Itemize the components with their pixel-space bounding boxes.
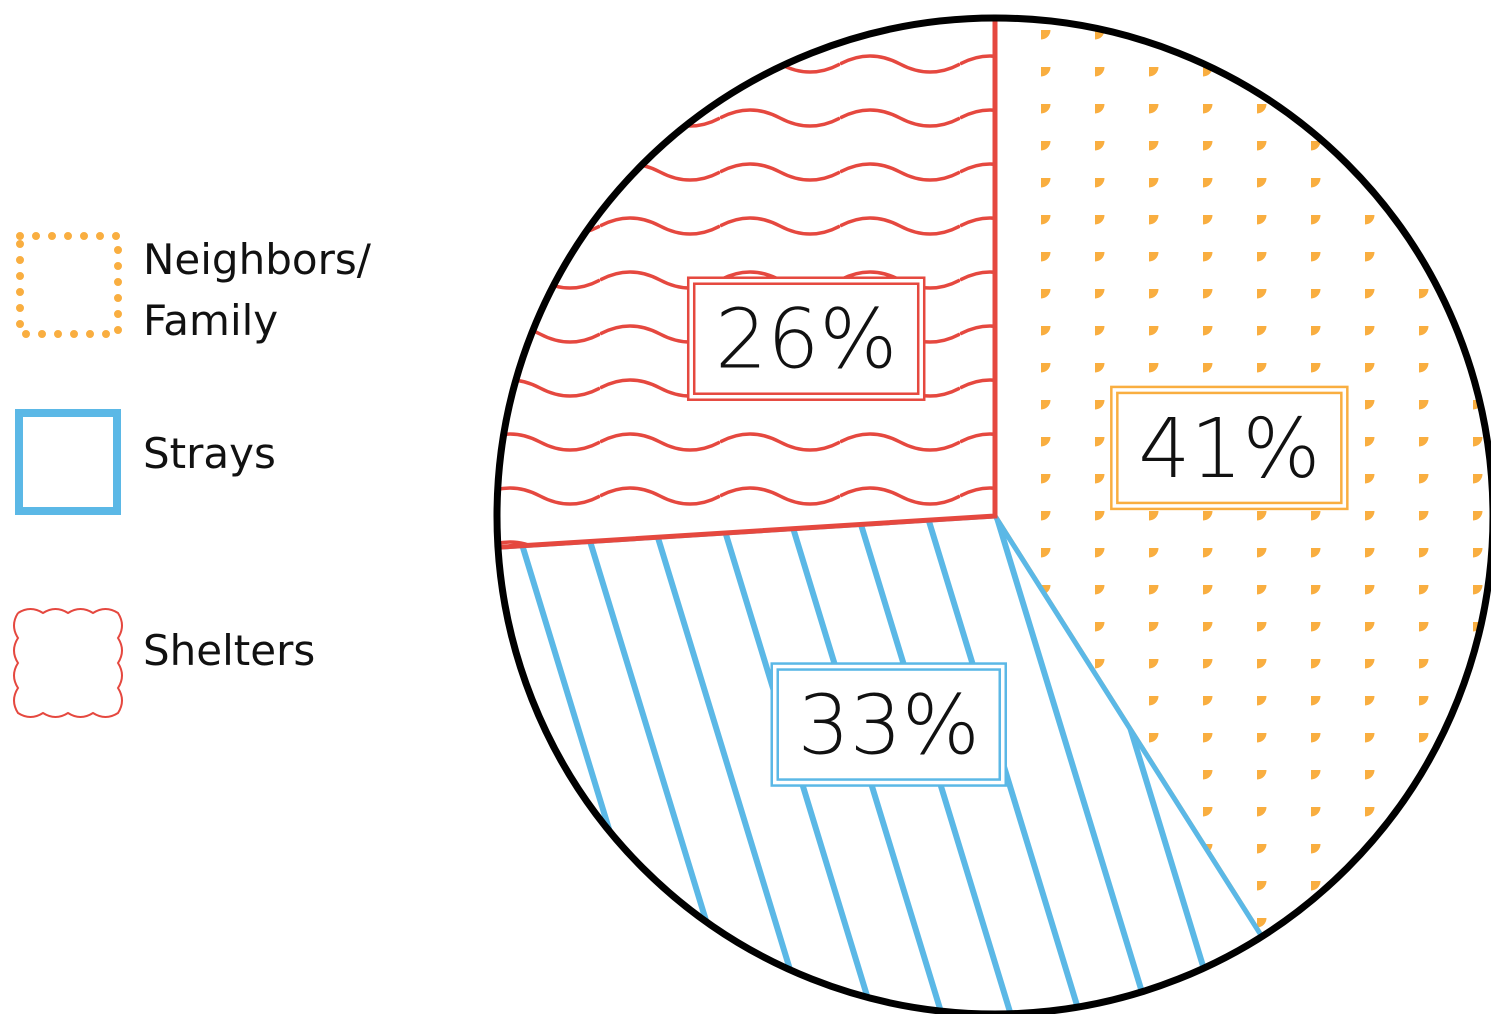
legend-swatch-neighbors-family xyxy=(16,232,122,338)
legend-label: Neighbors/ xyxy=(143,235,372,284)
slice-value-label: 33% xyxy=(798,679,980,774)
slice-label-shelters: 26% xyxy=(686,276,926,401)
legend: Neighbors/Family Strays Shelters xyxy=(13,232,372,718)
legend-swatch-strays xyxy=(15,409,121,515)
legend-label: Shelters xyxy=(143,626,315,675)
slice-labels: 41% 33% 26% xyxy=(686,276,1349,787)
legend-swatch-shelters xyxy=(13,608,123,718)
legend-label: Family xyxy=(143,296,278,345)
slice-value-label: 26% xyxy=(715,293,897,388)
legend-entry-neighbors-family: Neighbors/Family xyxy=(16,232,372,345)
pie-slices xyxy=(493,14,1491,1014)
legend-entry-shelters: Shelters xyxy=(13,608,315,718)
pie-outline xyxy=(493,14,1491,1014)
slice-value-label: 41% xyxy=(1138,402,1320,497)
slice-label-strays: 33% xyxy=(770,662,1007,787)
legend-entry-strays: Strays xyxy=(15,409,276,515)
legend-label: Strays xyxy=(143,429,276,478)
slice-label-neighbors-family: 41% xyxy=(1110,385,1349,511)
